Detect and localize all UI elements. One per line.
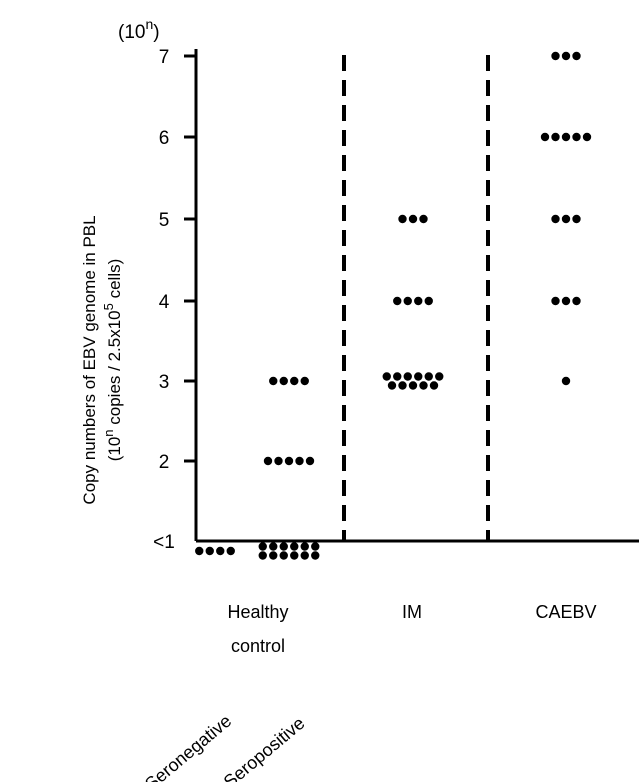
- data-point: [284, 456, 294, 466]
- data-point: [290, 542, 299, 551]
- data-point: [540, 132, 550, 142]
- data-point: [572, 51, 581, 61]
- data-point: [403, 296, 412, 306]
- data-point: [274, 456, 283, 466]
- data-point: [414, 372, 423, 381]
- data-point: [414, 296, 423, 306]
- data-point: [551, 296, 560, 306]
- data-point: [300, 376, 309, 386]
- data-point: [551, 132, 560, 142]
- y-units-label: (10n): [118, 16, 160, 43]
- data-point: [311, 542, 320, 551]
- data-point: [429, 381, 439, 390]
- y-tick-label: 6: [159, 128, 170, 149]
- data-point: [424, 296, 433, 306]
- data-point: [269, 542, 278, 551]
- data-point: [216, 546, 225, 556]
- data-point: [269, 551, 278, 560]
- data-point: [300, 551, 309, 560]
- data-point: [311, 551, 320, 560]
- data-point: [300, 542, 309, 551]
- data-point: [263, 456, 273, 466]
- data-point: [561, 51, 571, 61]
- data-point: [393, 296, 402, 306]
- group-label: IM: [402, 602, 422, 622]
- data-point: [269, 376, 278, 386]
- data-point: [551, 214, 560, 224]
- data-point: [290, 551, 299, 560]
- data-point: [561, 132, 571, 142]
- data-point: [572, 296, 581, 306]
- data-point: [393, 372, 402, 381]
- y-axis-label: Copy numbers of EBV genome in PBL (10n co…: [80, 215, 124, 504]
- data-point: [398, 381, 407, 390]
- data-point: [279, 551, 288, 560]
- data-point: [258, 542, 267, 551]
- group-separators: [342, 55, 490, 541]
- y-tick-label: 7: [159, 47, 170, 68]
- data-point: [226, 546, 235, 556]
- data-point: [279, 376, 288, 386]
- data-point: [398, 214, 407, 224]
- y-tick-label: 4: [159, 292, 170, 313]
- y-tick-label: <1: [153, 532, 175, 553]
- y-tick-label: 3: [159, 372, 170, 393]
- data-point: [419, 214, 428, 224]
- data-point: [561, 376, 571, 386]
- data-point: [387, 381, 397, 390]
- subgroup-label: Seronegative: [141, 711, 235, 782]
- data-point: [408, 214, 418, 224]
- group-label-line2: control: [231, 636, 285, 656]
- data-point: [561, 296, 571, 306]
- data-point: [305, 456, 315, 466]
- y-tick-label: 2: [159, 452, 170, 473]
- data-point: [195, 546, 204, 556]
- y-axis-label-line2: (10n copies / 2.5x105 cells): [101, 259, 124, 462]
- y-axis-label-line1: Copy numbers of EBV genome in PBL: [80, 215, 99, 504]
- data-point: [403, 372, 412, 381]
- data-point: [435, 372, 444, 381]
- data-point: [419, 381, 428, 390]
- data-point: [572, 214, 581, 224]
- data-point: [561, 214, 571, 224]
- data-point: [408, 381, 418, 390]
- data-point: [258, 551, 267, 560]
- group-label: Healthy: [227, 602, 288, 622]
- group-label: CAEBV: [535, 602, 596, 622]
- labels: (10n) Copy numbers of EBV genome in PBL (1…: [80, 16, 597, 782]
- data-point: [295, 456, 304, 466]
- data-point: [205, 546, 214, 556]
- data-point: [424, 372, 433, 381]
- data-points: [195, 51, 592, 560]
- y-tick-label: 5: [159, 210, 170, 231]
- data-point: [582, 132, 592, 142]
- data-point: [290, 376, 299, 386]
- subgroup-label: Seropositive: [220, 713, 309, 782]
- data-point: [572, 132, 581, 142]
- data-point: [279, 542, 288, 551]
- data-point: [551, 51, 560, 61]
- axes: <1 2 3 4 5 6 7: [153, 47, 639, 553]
- data-point: [382, 372, 391, 381]
